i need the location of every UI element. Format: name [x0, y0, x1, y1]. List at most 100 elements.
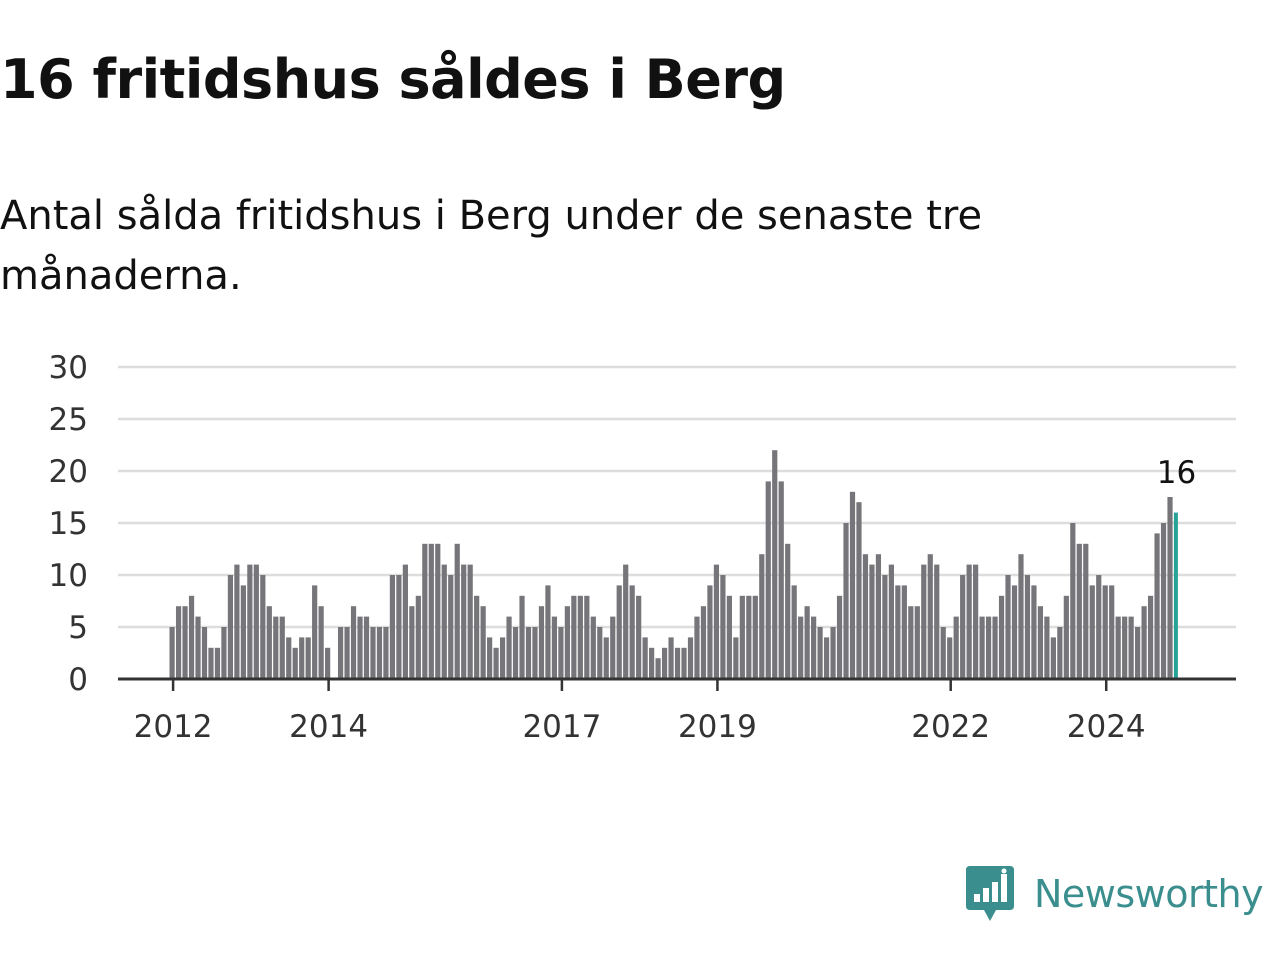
y-tick-label: 0 — [68, 662, 88, 698]
bar — [454, 543, 460, 679]
bar — [1083, 543, 1089, 679]
bar — [940, 627, 946, 679]
bar — [590, 616, 596, 679]
bars — [169, 450, 1178, 679]
bar — [461, 564, 467, 679]
y-tick-label: 15 — [49, 506, 88, 542]
bar — [811, 616, 817, 679]
brand-name: Newsworthy — [1034, 872, 1264, 916]
x-tick-label: 2022 — [911, 709, 990, 745]
bar — [674, 647, 681, 679]
bar — [279, 616, 285, 679]
bar — [325, 647, 331, 679]
bar — [1070, 523, 1076, 679]
bar — [746, 595, 752, 679]
bar — [856, 502, 862, 679]
bar — [1018, 554, 1024, 679]
bar — [227, 575, 234, 679]
bar — [927, 554, 933, 679]
bar — [687, 637, 694, 679]
bar — [350, 606, 357, 679]
bar — [1135, 627, 1141, 679]
y-tick-label: 30 — [49, 350, 88, 386]
bar — [713, 564, 720, 679]
bar — [1063, 595, 1069, 679]
bar — [499, 637, 506, 679]
bar — [467, 564, 473, 679]
bar — [953, 616, 959, 679]
bar — [558, 627, 564, 679]
bar — [785, 543, 791, 679]
bar — [1037, 606, 1044, 679]
bar — [998, 595, 1005, 679]
bar — [778, 481, 784, 679]
bar — [247, 564, 253, 679]
bar — [888, 564, 894, 679]
bar — [921, 564, 927, 679]
bar — [571, 595, 577, 679]
bar — [707, 585, 713, 679]
bar — [545, 585, 551, 679]
x-tick-label: 2014 — [289, 709, 368, 745]
bar — [169, 627, 175, 679]
chart-title: 16 fritidshus såldes i Berg — [0, 48, 786, 111]
bar — [584, 595, 590, 679]
bar — [1044, 616, 1050, 679]
bar — [214, 647, 221, 679]
chart-subtitle: Antal sålda fritidshus i Berg under de s… — [0, 193, 983, 299]
bar — [1089, 585, 1095, 679]
bar-chart: 0 5 10 15 20 25 30 2012 2014 2017 2019 2022 2024 16 — [49, 350, 1236, 745]
bar — [1147, 595, 1154, 679]
bar — [830, 627, 836, 679]
bar — [1154, 533, 1160, 679]
bar — [1096, 575, 1102, 679]
bar — [428, 543, 434, 679]
bar — [616, 585, 622, 679]
bar — [636, 595, 642, 679]
bar — [551, 616, 558, 679]
bar — [843, 523, 849, 679]
bar — [700, 606, 707, 679]
bar — [337, 627, 344, 679]
bar — [597, 627, 603, 679]
bar — [934, 564, 940, 679]
bar — [1141, 606, 1147, 679]
bar — [960, 575, 966, 679]
bar — [1109, 585, 1115, 679]
bar — [979, 616, 985, 679]
bar — [1005, 575, 1011, 679]
bar — [985, 616, 992, 679]
bar — [895, 585, 901, 679]
bar — [370, 627, 376, 679]
bar — [402, 564, 408, 679]
bar — [415, 595, 421, 679]
bar — [668, 637, 674, 679]
x-tick-label: 2017 — [522, 709, 601, 745]
bar — [1057, 627, 1063, 679]
bar — [363, 616, 370, 679]
bar — [798, 616, 804, 679]
bar — [318, 606, 324, 679]
x-axis: 2012 2014 2017 2019 2022 2024 — [118, 677, 1236, 745]
bar — [1076, 543, 1082, 679]
bar — [474, 595, 480, 679]
bar — [538, 606, 545, 679]
gridlines — [118, 365, 1236, 629]
bar — [525, 627, 532, 679]
bar — [1167, 497, 1173, 679]
bar — [901, 585, 907, 679]
bar — [681, 647, 687, 679]
bar — [791, 585, 797, 679]
x-tick-label: 2012 — [134, 709, 213, 745]
bar — [655, 658, 661, 679]
bar — [914, 606, 920, 679]
bar — [1128, 616, 1134, 679]
bar — [849, 491, 856, 679]
bar — [435, 543, 441, 679]
bar — [201, 627, 208, 679]
bar — [188, 595, 195, 679]
bar — [1102, 585, 1108, 679]
bar — [577, 595, 583, 679]
y-axis-labels: 0 5 10 15 20 25 30 — [49, 350, 88, 698]
bar — [253, 564, 259, 679]
